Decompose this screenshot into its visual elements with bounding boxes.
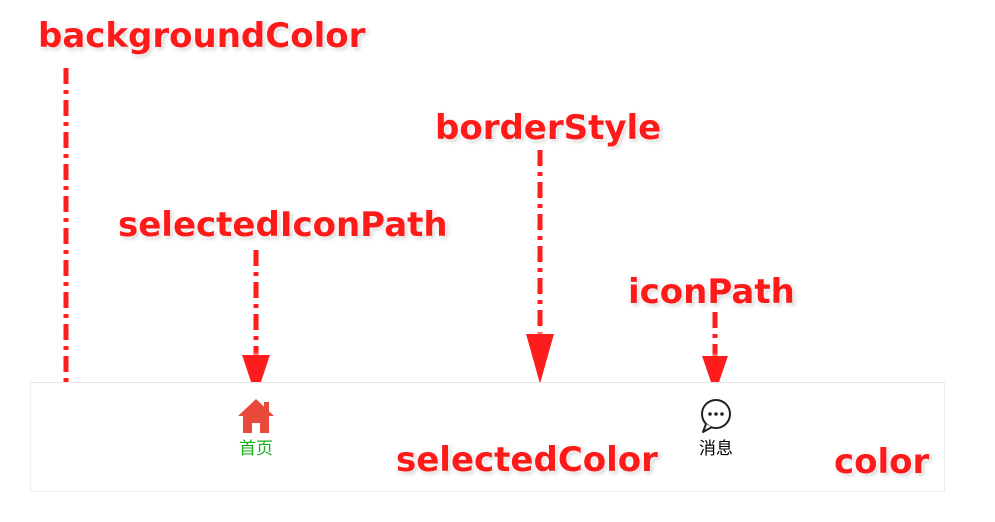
icon-path-arrowhead [702, 356, 728, 394]
border-style-arrowhead [526, 334, 554, 384]
tab-bar: 首页 消息 [30, 382, 945, 492]
background-panel [590, 0, 995, 375]
selected-icon-path-arrowhead [242, 355, 270, 397]
tab-home-label: 首页 [239, 439, 273, 459]
tab-home[interactable]: 首页 [231, 397, 281, 459]
chat-bubble-icon [701, 399, 731, 433]
home-icon [238, 399, 274, 433]
background-color-annotation: backgroundColor [38, 16, 366, 56]
selected-icon-path-annotation: selectedIconPath [118, 205, 448, 245]
tab-messages-label: 消息 [699, 439, 733, 459]
color-annotation: color [834, 442, 930, 482]
tab-messages[interactable]: 消息 [686, 397, 746, 459]
icon-path-annotation: iconPath [628, 272, 795, 312]
border-style-annotation: borderStyle [435, 108, 662, 148]
selected-color-annotation: selectedColor [396, 440, 658, 480]
